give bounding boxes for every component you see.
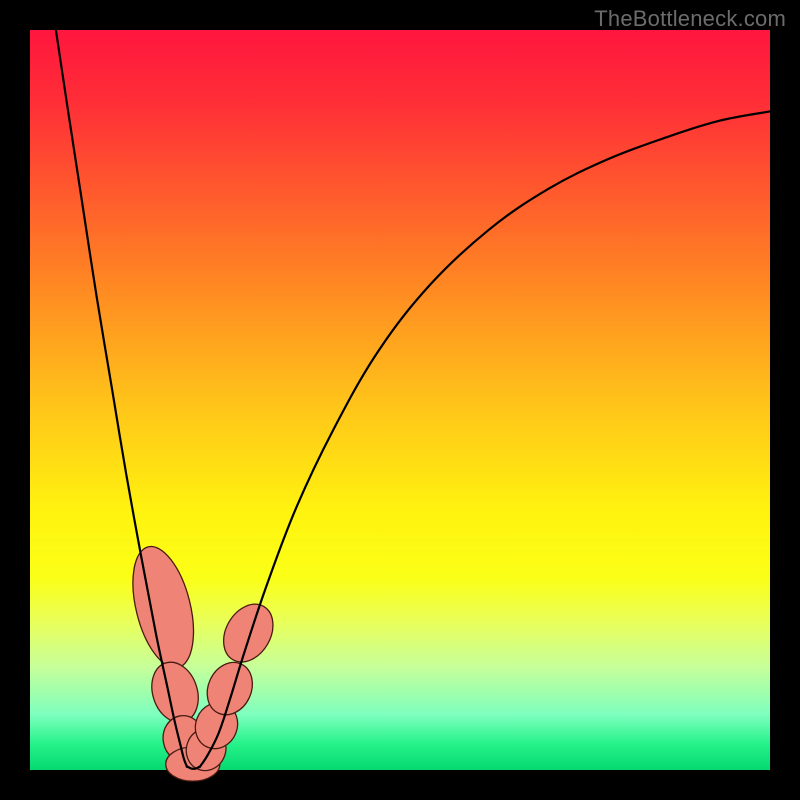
chart-container: TheBottleneck.com: [0, 0, 800, 800]
bottleneck-chart: [0, 0, 800, 800]
watermark-text: TheBottleneck.com: [594, 6, 786, 32]
